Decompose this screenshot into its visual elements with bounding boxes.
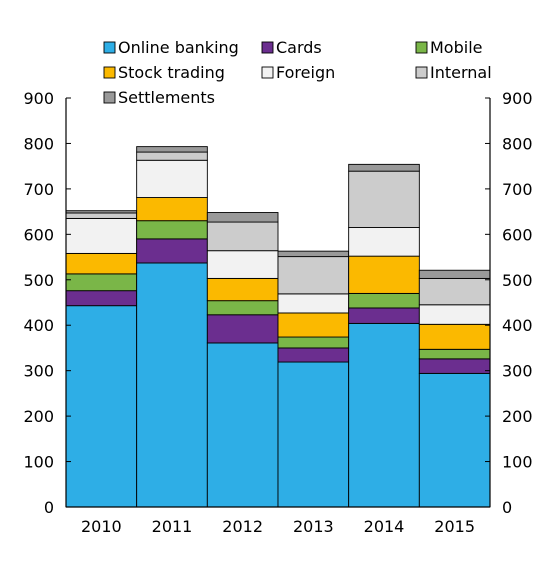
bar-segment-2010-0: [65, 305, 138, 508]
bar-segment-2015-3: [418, 323, 491, 350]
bar-segment-2013-2: [277, 336, 350, 349]
bar-segment-2011-3: [136, 197, 208, 222]
bar-segment-2013-0: [277, 361, 350, 508]
bar-segment-2014-4: [348, 227, 420, 257]
bar-segment-2014-2: [348, 292, 420, 309]
bar-segment-2012-3: [206, 277, 279, 302]
legend-swatch: [103, 66, 116, 79]
bar-segment-2010-1: [65, 290, 138, 307]
left-tick-label: 400: [23, 316, 54, 335]
right-tick-label: 300: [502, 362, 533, 381]
bar-segment-2013-4: [277, 293, 350, 314]
bar-segment-2011-2: [136, 220, 208, 240]
legend-label: Online banking: [118, 38, 239, 57]
legend-swatch: [415, 66, 428, 79]
right-tick-label: 400: [502, 316, 533, 335]
bar-segment-2015-6: [418, 269, 491, 279]
x-tick-label: 2010: [81, 517, 122, 536]
bar-segment-2015-2: [418, 348, 491, 360]
bar-segment-2012-6: [206, 212, 279, 223]
left-tick-label: 300: [23, 362, 54, 381]
legend-label: Foreign: [276, 63, 335, 82]
bar-segment-2011-1: [136, 238, 208, 264]
axes: 0 0 100 100 200 200 300 300 400 400 500 500 600 600 70…: [23, 89, 532, 536]
right-tick-label: 500: [502, 271, 533, 290]
left-tick-label: 800: [23, 134, 54, 153]
bar-segment-2015-4: [418, 304, 491, 325]
legend-label: Stock trading: [118, 63, 225, 82]
bar-segment-2014-5: [348, 170, 420, 228]
bars: [65, 146, 491, 508]
bar-segment-2014-3: [348, 255, 420, 294]
x-tick-label: 2011: [152, 517, 193, 536]
bar-segment-2012-4: [206, 250, 279, 279]
bar-segment-2011-4: [136, 159, 208, 198]
bar-segment-2015-1: [418, 358, 491, 374]
right-tick-label: 100: [502, 453, 533, 472]
bar-segment-2014-0: [348, 322, 420, 508]
bar-segment-2012-5: [206, 221, 279, 252]
right-tick-label: 0: [502, 498, 512, 517]
left-tick-label: 500: [23, 271, 54, 290]
right-tick-label: 200: [502, 407, 533, 426]
bar-segment-2012-2: [206, 300, 279, 316]
bar-segment-2013-1: [277, 347, 350, 363]
legend-swatch: [103, 41, 116, 54]
legend-label: Mobile: [430, 38, 482, 57]
bar-segment-2013-5: [277, 256, 350, 295]
bar-segment-2013-6: [277, 250, 350, 258]
bar-segment-2014-1: [348, 307, 420, 324]
bar-segment-2015-5: [418, 277, 491, 306]
left-tick-label: 100: [23, 453, 54, 472]
bar-segment-2015-0: [418, 372, 491, 508]
left-tick-label: 0: [44, 498, 54, 517]
right-tick-label: 900: [502, 89, 533, 108]
bar-segment-2010-6: [65, 210, 138, 214]
x-tick-label: 2012: [222, 517, 263, 536]
bar-segment-2012-1: [206, 314, 279, 344]
bar-segment-2013-3: [277, 312, 350, 338]
legend-swatch: [261, 66, 274, 79]
bar-segment-2010-4: [65, 217, 138, 254]
legend-label: Settlements: [118, 88, 215, 107]
left-tick-label: 700: [23, 180, 54, 199]
bar-segment-2014-6: [348, 163, 420, 172]
legend: Online banking Cards Mobile Stock trading Fo…: [103, 38, 492, 107]
left-tick-label: 600: [23, 225, 54, 244]
right-tick-label: 700: [502, 180, 533, 199]
x-tick-label: 2013: [293, 517, 334, 536]
bar-segment-2010-5: [65, 212, 138, 219]
left-tick-label: 200: [23, 407, 54, 426]
legend-label: Internal: [430, 63, 492, 82]
bar-segment-2010-3: [65, 252, 138, 275]
x-tick-label: 2014: [364, 517, 405, 536]
legend-swatch: [261, 41, 274, 54]
right-tick-label: 600: [502, 225, 533, 244]
bar-segment-2011-0: [136, 262, 208, 508]
legend-swatch: [415, 41, 428, 54]
x-tick-label: 2015: [434, 517, 475, 536]
left-tick-label: 900: [23, 89, 54, 108]
bar-segment-2010-2: [65, 273, 138, 292]
legend-label: Cards: [276, 38, 322, 57]
bar-segment-2012-0: [206, 342, 279, 508]
right-tick-label: 800: [502, 134, 533, 153]
bar-segment-2011-6: [136, 146, 208, 153]
bar-segment-2011-5: [136, 151, 208, 161]
legend-swatch: [103, 91, 116, 104]
